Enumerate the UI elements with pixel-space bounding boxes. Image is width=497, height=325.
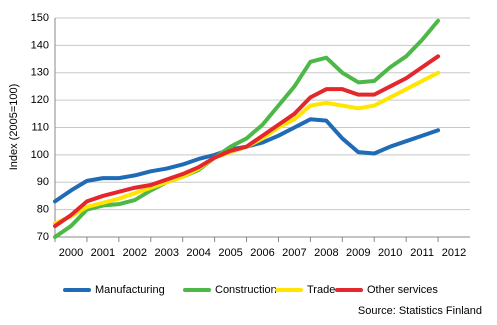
y-tick-label: 110	[31, 121, 49, 133]
x-tick-label: 2007	[282, 247, 306, 259]
x-tick-label: 2003	[154, 247, 178, 259]
x-tick-label: 2011	[410, 247, 434, 259]
x-tick-label: 2006	[250, 247, 274, 259]
x-tick-label: 2009	[346, 247, 370, 259]
x-tick-label: 2000	[59, 247, 83, 259]
x-tick-label: 2008	[314, 247, 338, 259]
y-tick-label: 80	[37, 204, 49, 216]
y-axis-title: Index (2005=100)	[8, 84, 20, 171]
y-tick-label: 120	[31, 94, 49, 106]
x-tick-label: 2012	[442, 247, 466, 259]
series-line	[53, 18, 441, 239]
y-tick-label: 130	[31, 67, 49, 79]
y-tick-label: 140	[31, 39, 49, 51]
x-tick-label: 2001	[91, 247, 115, 259]
y-tick-label: 90	[37, 176, 49, 188]
source-note: Source: Statistics Finland	[358, 305, 482, 317]
x-tick-label: 2002	[123, 247, 147, 259]
y-tick-label: 150	[31, 12, 49, 24]
legend-label: Manufacturing	[95, 284, 165, 296]
x-tick-label: 2010	[378, 247, 402, 259]
x-tick-label: 2005	[218, 247, 242, 259]
legend-label: Construction	[215, 284, 277, 296]
legend-label: Trade	[307, 284, 335, 296]
y-tick-label: 70	[37, 231, 49, 243]
legend-label: Other services	[367, 284, 438, 296]
y-tick-label: 100	[31, 149, 49, 161]
series-line	[53, 117, 441, 204]
x-tick-label: 2004	[186, 247, 210, 259]
series-line	[53, 54, 441, 229]
